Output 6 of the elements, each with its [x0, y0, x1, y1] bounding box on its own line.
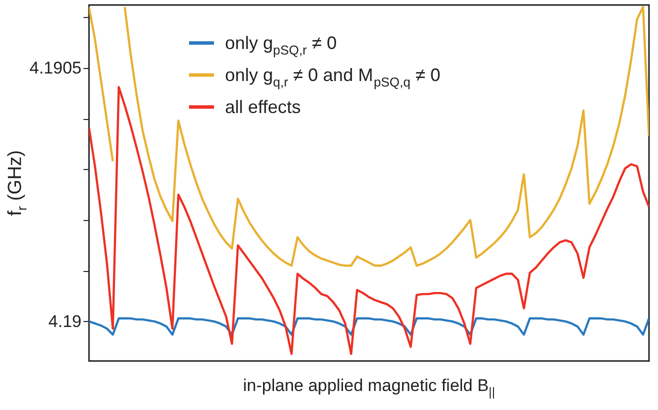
y-tick-label: 4.1905: [30, 58, 82, 78]
y-axis-title: fr (GHz): [5, 150, 30, 216]
line-series: [89, 317, 649, 336]
legend-label: all effects: [225, 97, 301, 117]
x-axis-title: in-plane applied magnetic field B||: [242, 376, 496, 400]
y-tick-label: 4.19: [48, 312, 82, 331]
